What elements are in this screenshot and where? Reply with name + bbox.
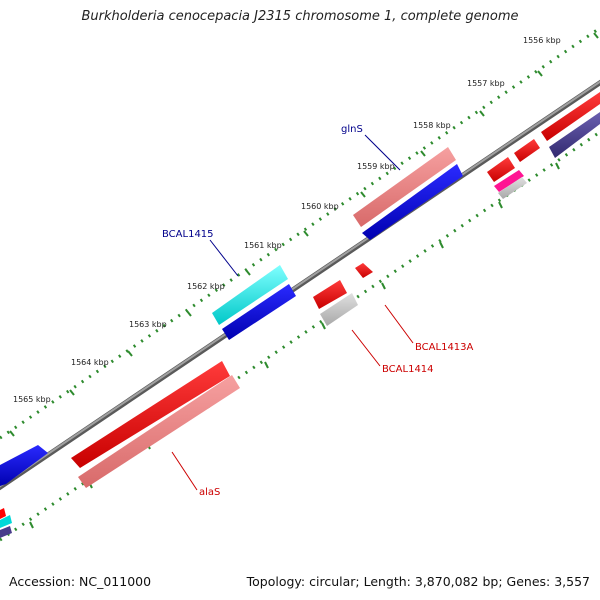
major-tick: [69, 389, 75, 396]
gene-label-BCAL1413A[interactable]: BCAL1413A: [415, 342, 474, 353]
tick-label-1558: 1558 kbp: [413, 121, 451, 130]
gene-feature-reverse-slate: [549, 112, 600, 158]
BCAL1415-leader: [209, 239, 239, 277]
tick-label-1560: 1560 kbp: [301, 202, 339, 211]
BCAL1414-leader: [351, 329, 381, 367]
gene-BCAL1414-gray: [320, 293, 358, 326]
gene-alaS-forward: [71, 361, 230, 468]
tick-label-1564: 1564 kbp: [71, 358, 109, 367]
alaS-leader: [171, 451, 198, 491]
gene-feature-edge-cyan: [0, 515, 12, 528]
inner-major-tick: [264, 361, 269, 369]
gene-alaS-rna: [78, 375, 240, 488]
chromosome-backbone: [0, 79, 600, 491]
gene-label-alaS[interactable]: alaS: [199, 487, 220, 498]
major-tick: [9, 430, 15, 437]
gene-feature-gray: [498, 177, 527, 199]
major-tick: [360, 191, 366, 198]
tick-label-1561: 1561 kbp: [244, 241, 282, 250]
tick-labels: 1556 kbp 1557 kbp 1558 kbp 1559 kbp 1560…: [13, 36, 561, 404]
inner-dotted-track: [0, 130, 600, 542]
map-title: Burkholderia cenocepacia J2315 chromosom…: [81, 9, 519, 24]
gene-feature-reverse: [0, 445, 48, 486]
gene-feature-magenta: [494, 170, 524, 192]
major-tick: [303, 230, 309, 237]
inner-major-tick: [321, 322, 326, 330]
gene-feature-forward: [355, 263, 373, 278]
major-tick: [127, 350, 133, 357]
gene-feature-edge-red: [0, 508, 6, 519]
tick-label-1562: 1562 kbp: [187, 282, 225, 291]
gene-feature-forward: [514, 139, 540, 162]
tick-tracks: [0, 26, 600, 542]
gene-glnS-forward: [353, 147, 456, 227]
gene-feature-edge-slate: [0, 526, 12, 538]
glnS-leader: [364, 134, 401, 171]
major-tick: [420, 150, 426, 157]
major-tick: [479, 110, 485, 117]
inner-major-tick: [555, 162, 560, 170]
gene-glnS-reverse: [362, 164, 463, 240]
tick-label-1559: 1559 kbp: [357, 162, 395, 171]
inner-major-tick: [29, 521, 34, 529]
tick-label-1565: 1565 kbp: [13, 395, 51, 404]
gene-feature-forward: [487, 157, 515, 182]
accession-text: Accession: NC_011000: [9, 574, 152, 589]
tick-label-1556: 1556 kbp: [523, 36, 561, 45]
major-tick: [186, 310, 192, 317]
gene-label-BCAL1415[interactable]: BCAL1415: [162, 229, 214, 240]
genome-summary-text: Topology: circular; Length: 3,870,082 bp…: [246, 574, 590, 589]
major-tick: [537, 70, 543, 77]
gene-BCAL1415-reverse: [222, 284, 296, 340]
major-tick: [245, 269, 251, 276]
gene-feature-forward: [541, 92, 600, 141]
gene-BCAL1414-forward: [313, 280, 347, 309]
inner-major-tick: [498, 201, 503, 209]
gene-BCAL1415-forward: [212, 265, 288, 325]
tick-label-1557: 1557 kbp: [467, 79, 505, 88]
gene-label-glnS[interactable]: glnS: [341, 124, 363, 135]
inner-major-tick: [439, 241, 444, 249]
major-ticks: [9, 32, 599, 529]
gene-label-BCAL1414[interactable]: BCAL1414: [382, 364, 434, 375]
major-tick: [593, 32, 599, 39]
inner-major-tick: [381, 282, 386, 290]
BCAL1413A-leader: [384, 304, 414, 344]
outer-dotted-track: [0, 26, 600, 440]
tick-label-1563: 1563 kbp: [129, 320, 167, 329]
